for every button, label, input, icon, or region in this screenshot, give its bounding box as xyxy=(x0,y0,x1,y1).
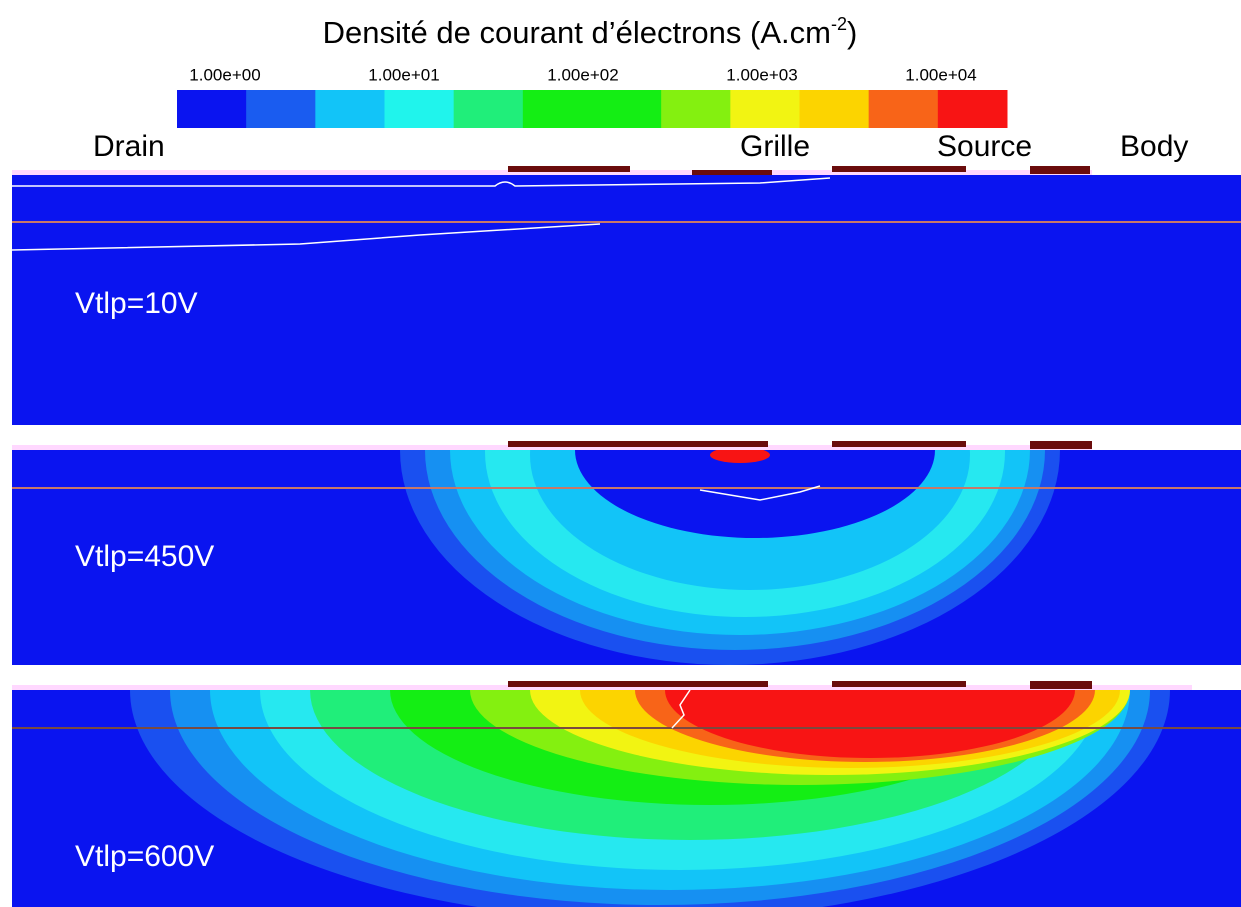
colorbar-swatch xyxy=(730,90,800,128)
region-label: Source xyxy=(937,130,1032,163)
colorbar-swatch xyxy=(522,90,593,128)
colorbar-label: 1.00e+00 xyxy=(189,65,260,84)
panel-2 xyxy=(12,441,1241,665)
colorbar-labels: 1.00e+00 1.00e+01 1.00e+02 1.00e+03 1.00e+04 xyxy=(189,65,976,84)
panel-3 xyxy=(12,681,1241,907)
colorbar-label: 1.00e+04 xyxy=(905,65,976,84)
colorbar-swatch xyxy=(315,90,385,128)
colorbar-swatch xyxy=(868,90,939,128)
region-labels: Drain Grille Source Body xyxy=(93,130,1188,163)
colorbar-swatch xyxy=(453,90,524,128)
region-label: Body xyxy=(1120,130,1188,163)
colorbar xyxy=(177,90,1008,128)
colorbar-label: 1.00e+02 xyxy=(547,65,618,84)
colorbar-swatch xyxy=(661,90,731,128)
panel-label: Vtlp=450V xyxy=(75,540,214,573)
title: Densité de courant d’électrons (A.cm-2) xyxy=(323,14,858,50)
region-label: Grille xyxy=(740,130,810,163)
colorbar-swatch xyxy=(384,90,455,128)
colorbar-swatch xyxy=(799,90,870,128)
panel-label: Vtlp=600V xyxy=(75,840,214,873)
panel-1 xyxy=(11,166,1241,425)
colorbar-swatch xyxy=(177,90,247,128)
colorbar-swatch xyxy=(937,90,1008,128)
colorbar-swatch xyxy=(246,90,316,128)
colorbar-swatch xyxy=(592,90,662,128)
colorbar-label: 1.00e+03 xyxy=(726,65,797,84)
panel-label: Vtlp=10V xyxy=(75,287,198,320)
colorbar-label: 1.00e+01 xyxy=(368,65,439,84)
panel-labels: Vtlp=10V Vtlp=450V Vtlp=600V xyxy=(75,287,214,873)
region-label: Drain xyxy=(93,130,165,163)
